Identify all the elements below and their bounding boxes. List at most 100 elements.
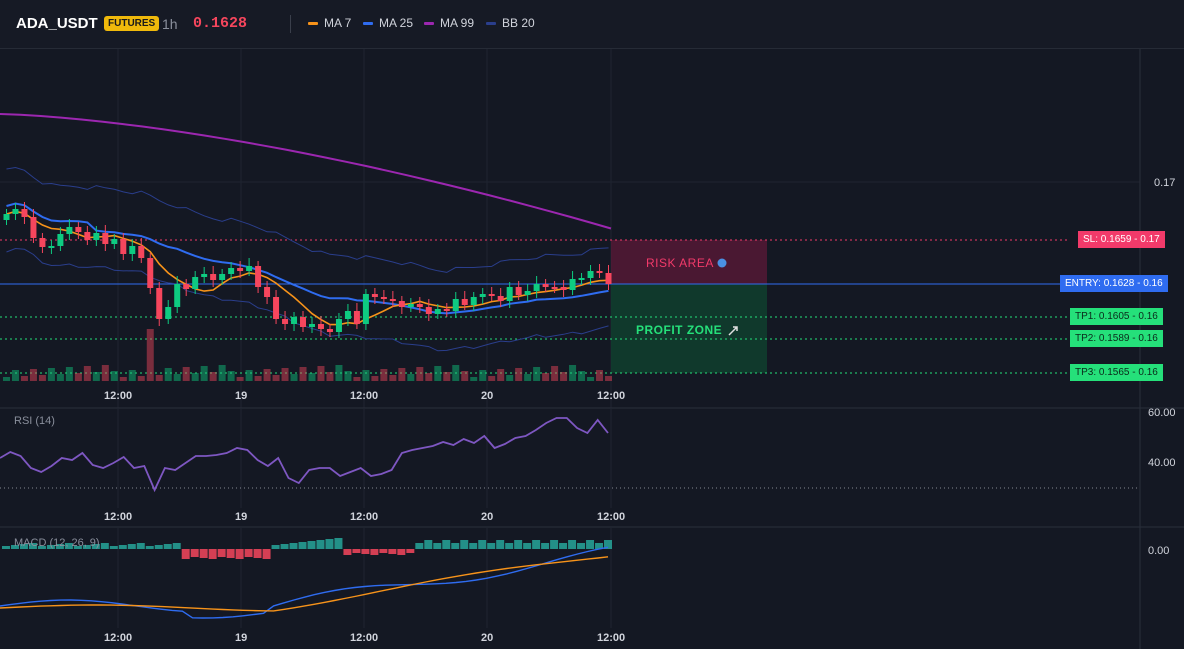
- macd-title: MACD (12, 26, 9): [14, 537, 100, 549]
- candle-body[interactable]: [407, 304, 414, 307]
- candle-body[interactable]: [174, 284, 181, 307]
- candle-body[interactable]: [57, 234, 64, 246]
- volume-bar: [317, 366, 325, 381]
- macd-hist-bar: [586, 540, 595, 549]
- candle-body[interactable]: [273, 297, 280, 319]
- macd-hist-bar: [55, 544, 64, 549]
- candle-body[interactable]: [560, 287, 567, 290]
- candle-body[interactable]: [246, 266, 253, 271]
- volume-bar: [452, 365, 460, 381]
- macd-hist-bar: [541, 543, 550, 549]
- candle-body[interactable]: [84, 232, 91, 240]
- candle-body[interactable]: [147, 258, 154, 288]
- shield-icon: [717, 258, 727, 268]
- candle-body[interactable]: [425, 307, 432, 314]
- candle-body[interactable]: [21, 209, 28, 217]
- macd-hist-bar: [343, 549, 352, 555]
- candle-body[interactable]: [488, 294, 495, 296]
- candle-body[interactable]: [506, 287, 513, 301]
- candle-body[interactable]: [452, 299, 459, 311]
- candle-body[interactable]: [317, 324, 324, 329]
- legend-bb20[interactable]: BB 20: [486, 16, 535, 30]
- macd-hist-bar: [532, 540, 541, 549]
- candlesticks[interactable]: [3, 202, 612, 338]
- volume-bar: [272, 375, 280, 381]
- volume-bar: [56, 374, 64, 381]
- candle-body[interactable]: [282, 319, 289, 324]
- candle-body[interactable]: [237, 268, 244, 271]
- candle-body[interactable]: [389, 299, 396, 301]
- candle-body[interactable]: [165, 307, 172, 319]
- candle-body[interactable]: [515, 287, 522, 295]
- candle-body[interactable]: [93, 233, 100, 240]
- candle-body[interactable]: [264, 287, 271, 297]
- rsi-line: [0, 417, 609, 493]
- timeframe-label[interactable]: 1h: [162, 16, 178, 32]
- macd-hist-bar: [298, 542, 307, 549]
- volume-bar: [263, 369, 271, 381]
- candle-body[interactable]: [183, 284, 190, 289]
- candle-body[interactable]: [578, 278, 585, 280]
- time-label: 12:00: [104, 511, 132, 523]
- candle-body[interactable]: [587, 271, 594, 278]
- candle-body[interactable]: [371, 294, 378, 297]
- tp1-axis: - 0.16: [1132, 311, 1158, 322]
- candle-body[interactable]: [201, 274, 208, 277]
- symbol-label[interactable]: ADA_USDT: [16, 15, 98, 32]
- candle-body[interactable]: [443, 309, 450, 311]
- candle-body[interactable]: [39, 238, 46, 247]
- candle-body[interactable]: [111, 239, 118, 244]
- candle-body[interactable]: [30, 217, 37, 238]
- candle-body[interactable]: [353, 311, 360, 324]
- candle-body[interactable]: [416, 304, 423, 307]
- macd-hist-bar: [289, 543, 298, 549]
- candle-body[interactable]: [596, 271, 603, 273]
- candle-body[interactable]: [48, 246, 55, 248]
- candle-body[interactable]: [380, 297, 387, 299]
- candle-body[interactable]: [479, 294, 486, 297]
- candle-body[interactable]: [461, 299, 468, 305]
- rsi-pane[interactable]: RSI (14) 60.00 40.00 12:00 19 12:00 20 1…: [0, 408, 1184, 528]
- candle-body[interactable]: [12, 209, 19, 214]
- candle-body[interactable]: [102, 233, 109, 244]
- candle-body[interactable]: [129, 246, 136, 254]
- macd-pane[interactable]: MACD (12, 26, 9) 0.00 12:00 19 12:00 20 …: [0, 528, 1184, 649]
- candle-body[interactable]: [75, 227, 82, 232]
- candle-body[interactable]: [138, 246, 145, 258]
- candle-body[interactable]: [569, 279, 576, 290]
- candle-body[interactable]: [120, 239, 127, 254]
- candle-body[interactable]: [605, 273, 612, 284]
- candle-body[interactable]: [255, 266, 262, 287]
- candle-body[interactable]: [66, 227, 73, 234]
- candle-body[interactable]: [344, 311, 351, 319]
- candle-body[interactable]: [219, 274, 226, 280]
- volume-bar: [560, 372, 568, 381]
- candle-body[interactable]: [308, 324, 315, 327]
- candle-body[interactable]: [291, 317, 298, 324]
- candle-body[interactable]: [524, 291, 531, 295]
- candle-body[interactable]: [156, 288, 163, 319]
- candle-body[interactable]: [300, 317, 307, 327]
- price-chart[interactable]: RISK AREA PROFIT ZONE 0.17 12:00 19 12:0…: [0, 49, 1184, 409]
- candle-body[interactable]: [228, 268, 235, 274]
- legend-ma7[interactable]: MA 7: [308, 16, 351, 30]
- candle-body[interactable]: [533, 284, 540, 291]
- candle-body[interactable]: [326, 329, 333, 332]
- candle-body[interactable]: [434, 309, 441, 314]
- candle-body[interactable]: [192, 277, 199, 289]
- candle-body[interactable]: [542, 284, 549, 287]
- candle-body[interactable]: [398, 301, 405, 307]
- tp2-label: TP2: 0.1589: [1075, 333, 1130, 344]
- legend-ma25[interactable]: MA 25: [363, 16, 413, 30]
- volume-bar: [497, 369, 505, 381]
- volume-bar: [326, 372, 334, 381]
- legend-ma99[interactable]: MA 99: [424, 16, 474, 30]
- candle-body[interactable]: [362, 294, 369, 324]
- candle-body[interactable]: [3, 214, 10, 220]
- candle-body[interactable]: [470, 297, 477, 305]
- candle-body[interactable]: [551, 287, 558, 289]
- candle-body[interactable]: [497, 296, 504, 301]
- candle-body[interactable]: [335, 319, 342, 332]
- candle-body[interactable]: [210, 274, 217, 280]
- time-label: 20: [481, 632, 493, 644]
